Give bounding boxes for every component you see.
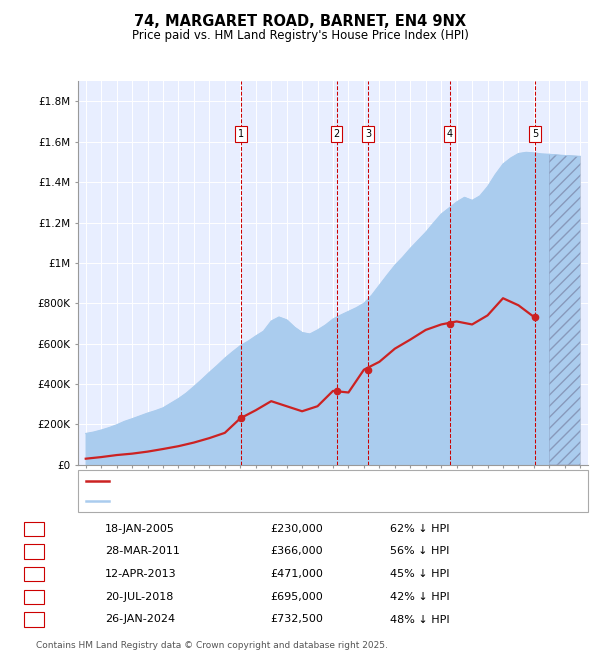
Text: £695,000: £695,000 [270,592,323,602]
Text: 3: 3 [31,569,38,579]
Text: 42% ↓ HPI: 42% ↓ HPI [390,592,449,602]
Text: 2: 2 [334,129,340,139]
Text: £366,000: £366,000 [270,547,323,556]
Text: 1: 1 [238,129,244,139]
Text: 3: 3 [365,129,371,139]
Text: 26-JAN-2024: 26-JAN-2024 [105,614,175,625]
Text: Contains HM Land Registry data © Crown copyright and database right 2025.
This d: Contains HM Land Registry data © Crown c… [36,641,388,650]
Text: 74, MARGARET ROAD, BARNET, EN4 9NX: 74, MARGARET ROAD, BARNET, EN4 9NX [134,14,466,29]
Text: 4: 4 [446,129,452,139]
Text: 74, MARGARET ROAD, BARNET, EN4 9NX (detached house): 74, MARGARET ROAD, BARNET, EN4 9NX (deta… [115,476,405,486]
Text: 20-JUL-2018: 20-JUL-2018 [105,592,173,602]
Text: 45% ↓ HPI: 45% ↓ HPI [390,569,449,579]
Text: £732,500: £732,500 [270,614,323,625]
Text: HPI: Average price, detached house, Barnet: HPI: Average price, detached house, Barn… [115,496,329,506]
Text: £471,000: £471,000 [270,569,323,579]
Text: 48% ↓ HPI: 48% ↓ HPI [390,614,449,625]
Text: 5: 5 [31,614,38,625]
Text: 18-JAN-2005: 18-JAN-2005 [105,524,175,534]
Text: 28-MAR-2011: 28-MAR-2011 [105,547,180,556]
Text: £230,000: £230,000 [270,524,323,534]
Text: 5: 5 [532,129,538,139]
Text: 4: 4 [31,592,38,602]
Text: Price paid vs. HM Land Registry's House Price Index (HPI): Price paid vs. HM Land Registry's House … [131,29,469,42]
Text: 62% ↓ HPI: 62% ↓ HPI [390,524,449,534]
Text: 1: 1 [31,524,38,534]
Text: 12-APR-2013: 12-APR-2013 [105,569,176,579]
Text: 56% ↓ HPI: 56% ↓ HPI [390,547,449,556]
Text: 2: 2 [31,547,38,556]
